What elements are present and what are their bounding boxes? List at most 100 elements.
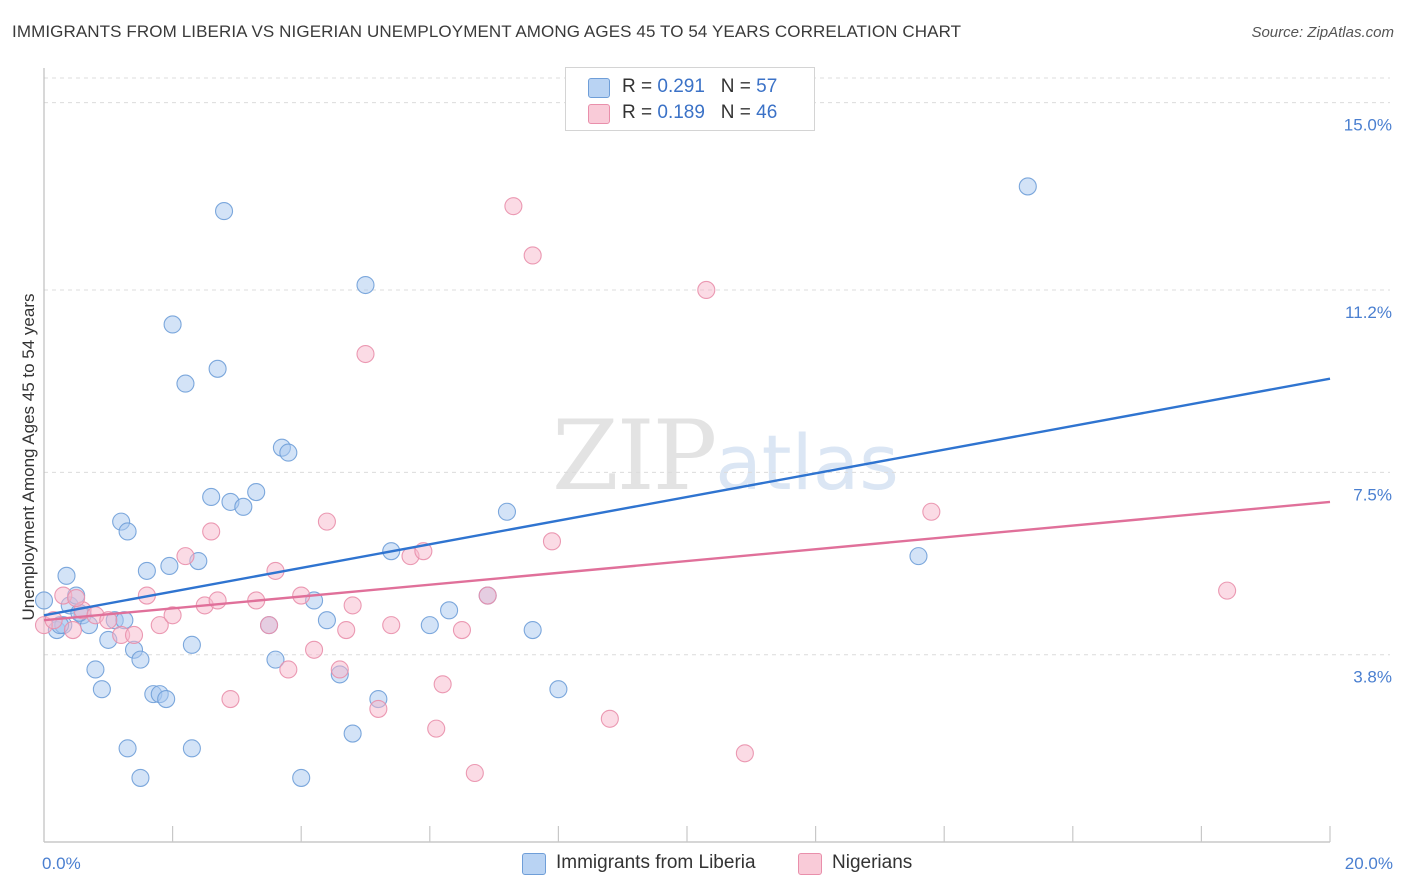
liberia-point	[92, 680, 111, 699]
liberia-point	[137, 561, 156, 580]
x-tick-label: 20.0%	[1345, 854, 1393, 873]
nigerian-point	[330, 660, 349, 679]
liberia-point	[160, 556, 179, 576]
bottom-legend-swatch-liberia	[522, 853, 546, 875]
legend-r-label: R =	[622, 76, 658, 97]
liberia-point	[163, 315, 182, 334]
liberia-point	[292, 768, 311, 787]
y-tick-label: 7.5%	[1353, 485, 1392, 504]
legend-n-value: 46	[756, 102, 778, 123]
liberia-trend-line	[43, 377, 1331, 617]
nigerian-point	[202, 522, 221, 541]
nigerian-point	[221, 690, 240, 709]
nigerian-point	[697, 280, 716, 299]
nigerian-point	[63, 621, 82, 640]
liberia-point	[182, 739, 201, 758]
liberia-point	[176, 374, 195, 393]
liberia-point	[497, 502, 517, 521]
legend-swatch-liberia	[588, 78, 610, 98]
liberia-point	[131, 768, 150, 787]
nigerian-point	[504, 197, 523, 216]
bottom-legend-label-nigerian: Nigerians	[832, 852, 913, 873]
source-credit: Source: ZipAtlas.com	[1251, 24, 1394, 41]
nigerian-point	[99, 611, 118, 630]
y-tick-label: 3.8%	[1353, 668, 1392, 687]
liberia-point	[440, 601, 459, 620]
nigerian-point	[279, 660, 298, 679]
liberia-point	[208, 359, 227, 378]
nigerian-point	[542, 532, 562, 551]
nigerian-point	[922, 502, 941, 521]
y-axis-label: Unemployment Among Ages 45 to 54 years	[19, 294, 38, 621]
liberia-point	[202, 487, 221, 507]
nigerian-point	[382, 616, 401, 635]
nigerian-point	[452, 621, 472, 640]
liberia-point	[909, 547, 928, 566]
nigerian-point	[356, 344, 375, 364]
liberia-point	[1018, 177, 1037, 196]
nigerian-point	[343, 596, 362, 615]
liberia-point	[57, 566, 76, 585]
liberia-point	[118, 522, 137, 541]
nigerian-point	[176, 547, 195, 566]
correlation-legend: R = 0.291 N = 57 R = 0.189 N = 46	[565, 67, 815, 131]
bottom-legend-swatch-nigerian	[798, 853, 822, 875]
nigerian-point	[465, 763, 484, 783]
nigerian-point	[369, 699, 388, 718]
liberia-point	[131, 650, 150, 669]
legend-n-label: N =	[720, 102, 757, 123]
liberia-point	[234, 497, 253, 516]
nigerian-point	[427, 719, 446, 738]
chart-title: IMMIGRANTS FROM LIBERIA VS NIGERIAN UNEM…	[12, 22, 962, 41]
liberia-point	[182, 635, 201, 654]
axes	[43, 68, 1331, 843]
legend-r-label: R =	[622, 102, 658, 123]
nigerian-point	[124, 625, 144, 645]
nigerian-point	[337, 621, 356, 640]
bottom-legend-label-liberia: Immigrants from Liberia	[556, 852, 756, 873]
liberia-point	[343, 724, 362, 743]
gridlines	[44, 77, 1390, 656]
nigerian-point	[305, 640, 324, 659]
y-tick-label: 15.0%	[1344, 116, 1392, 135]
liberia-point	[523, 621, 542, 640]
nigerian-point	[67, 588, 86, 608]
axis-labels: 3.8% 7.5% 11.2% 15.0% 0.0% 20.0% Unemployment …	[19, 116, 1393, 873]
nigerian-point	[163, 606, 182, 625]
nigerian-point	[735, 744, 754, 763]
nigerian-point	[1218, 581, 1237, 600]
liberia-point	[279, 443, 298, 462]
nigerian-point	[259, 616, 279, 635]
nigerian-point	[208, 591, 227, 610]
liberia-point	[420, 616, 439, 635]
nigerian-point	[433, 675, 452, 694]
legend-n-value: 57	[756, 76, 778, 97]
liberia-point	[266, 650, 285, 669]
liberia-point	[317, 611, 336, 630]
nigerian-point	[478, 586, 497, 605]
liberia-point	[157, 690, 176, 709]
liberia-point	[356, 275, 375, 295]
x-tick-label: 0.0%	[42, 854, 81, 873]
nigerian-point	[150, 616, 169, 635]
legend-n-label: N =	[720, 76, 757, 97]
liberia-point	[118, 739, 137, 758]
nigerian-point	[523, 246, 542, 265]
liberia-points	[34, 177, 1037, 787]
y-tick-label: 11.2%	[1345, 303, 1392, 322]
legend-swatch-nigerian	[588, 104, 610, 124]
liberia-point	[549, 680, 568, 699]
liberia-point	[214, 202, 234, 221]
liberia-point	[34, 591, 54, 610]
legend-r-value: 0.291	[657, 76, 705, 97]
liberia-point	[247, 482, 266, 502]
nigerian-point	[317, 512, 336, 531]
trend-lines	[43, 377, 1331, 622]
legend-r-value: 0.189	[657, 102, 705, 123]
liberia-point	[86, 660, 105, 679]
watermark-zip: ZIP	[552, 400, 717, 512]
nigerian-point	[600, 709, 619, 728]
nigerian-trend-line	[43, 500, 1331, 622]
